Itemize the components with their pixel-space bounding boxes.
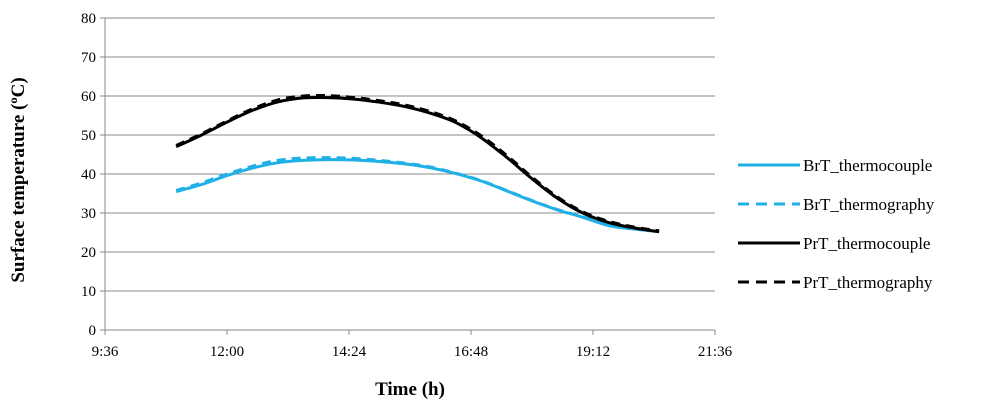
legend-label: BrT_thermography: [803, 195, 935, 214]
y-tick-label: 80: [81, 11, 96, 27]
x-tick-label: 16:48: [454, 344, 488, 360]
x-tick-label: 9:36: [92, 344, 119, 360]
y-axis-title: Surface temperature (ºC): [8, 77, 29, 282]
y-tick-label: 40: [81, 167, 96, 183]
y-tick-label: 60: [81, 89, 96, 105]
axes: [104, 18, 715, 331]
x-axis-title: Time (h): [375, 379, 445, 400]
series-line-PrT_thermography: [175, 93, 660, 233]
gridlines: [100, 17, 716, 335]
x-tick-label: 12:00: [210, 344, 244, 360]
y-tick-labels: 0 10 20 30 40 50 60 70 80: [81, 11, 96, 339]
y-tick-label: 30: [81, 206, 96, 222]
y-tick-label: 10: [81, 284, 96, 300]
y-tick-label: 70: [81, 50, 96, 66]
series-line-BrT_thermography: [175, 156, 660, 233]
x-tick-label: 21:36: [698, 344, 733, 360]
y-tick-label: 0: [89, 323, 97, 339]
x-tick-label: 19:12: [576, 344, 610, 360]
legend-label: BrT_thermocouple: [803, 156, 932, 175]
x-tick-label: 14:24: [332, 344, 367, 360]
legend-label: PrT_thermocouple: [803, 234, 930, 253]
y-tick-label: 20: [81, 245, 96, 261]
legend: BrT_thermocouple BrT_thermography PrT_ther…: [738, 156, 935, 292]
legend-label: PrT_thermography: [803, 273, 933, 292]
x-tick-labels: 9:36 12:00 14:24 16:48 19:12 21:36: [92, 344, 733, 360]
series-line-PrT_thermocouple: [175, 95, 660, 234]
series-line-BrT_thermocouple: [175, 158, 660, 234]
series-lines: [175, 93, 660, 234]
y-tick-label: 50: [81, 128, 96, 144]
